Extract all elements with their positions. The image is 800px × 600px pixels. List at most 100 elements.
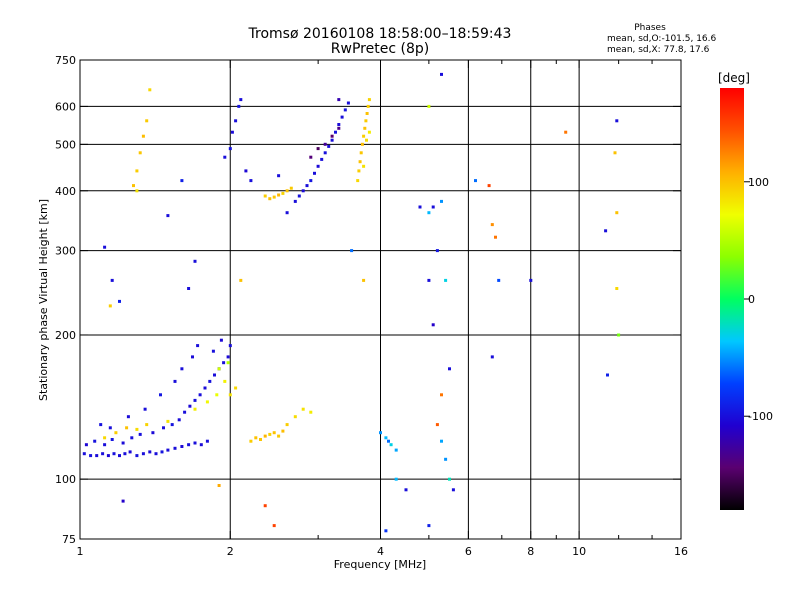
phases-stats-o: mean, sd,O:-101.5, 16.6 bbox=[607, 34, 717, 44]
data-point bbox=[237, 104, 241, 108]
data-point bbox=[228, 393, 232, 397]
data-point bbox=[180, 445, 184, 448]
data-point bbox=[494, 235, 497, 239]
data-point bbox=[448, 367, 451, 371]
data-point bbox=[277, 434, 281, 438]
data-point bbox=[617, 333, 621, 337]
data-point bbox=[418, 205, 422, 209]
x-tick-label: 2 bbox=[227, 545, 234, 558]
x-tick-label: 4 bbox=[377, 545, 384, 558]
data-point bbox=[228, 147, 232, 151]
data-point bbox=[193, 398, 197, 402]
data-point bbox=[173, 446, 177, 450]
data-point bbox=[223, 155, 227, 159]
data-point bbox=[188, 404, 192, 408]
data-point bbox=[118, 299, 121, 303]
data-point bbox=[316, 164, 320, 168]
data-point bbox=[367, 130, 371, 134]
data-point bbox=[281, 429, 285, 433]
data-point bbox=[228, 344, 232, 348]
data-point bbox=[173, 379, 177, 383]
data-point bbox=[615, 287, 619, 290]
data-point bbox=[431, 205, 435, 209]
x-tick-label: 16 bbox=[674, 545, 688, 558]
data-point bbox=[166, 214, 170, 218]
data-point bbox=[435, 423, 439, 427]
x-tick-label: 8 bbox=[527, 545, 534, 558]
data-point bbox=[103, 443, 107, 447]
chart-subtitle: RwPretec (8p) bbox=[331, 41, 429, 57]
data-point bbox=[301, 189, 305, 193]
y-tick-labels: 75 100 200 300 400 500 600 750 bbox=[55, 54, 76, 546]
colorbar-tick-label: -100 bbox=[748, 410, 773, 423]
data-point bbox=[427, 524, 431, 528]
data-point bbox=[285, 211, 289, 215]
data-point bbox=[244, 169, 248, 173]
data-point bbox=[226, 361, 230, 365]
data-point bbox=[346, 101, 350, 105]
data-point bbox=[440, 439, 443, 443]
data-point bbox=[259, 438, 262, 441]
axis-ticks bbox=[79, 59, 682, 540]
y-tick-label: 75 bbox=[62, 533, 76, 546]
data-point bbox=[95, 454, 99, 458]
data-point bbox=[440, 393, 443, 397]
x-tick-labels: 1 2 4 6 8 10 16 bbox=[77, 545, 689, 558]
data-point bbox=[108, 304, 112, 308]
data-point bbox=[277, 174, 281, 178]
data-point bbox=[490, 223, 494, 227]
data-point bbox=[118, 454, 121, 458]
data-point bbox=[444, 457, 448, 461]
data-point bbox=[106, 454, 110, 458]
data-point bbox=[272, 524, 276, 528]
data-point bbox=[123, 452, 127, 456]
grid-lines bbox=[80, 60, 681, 539]
data-point bbox=[141, 452, 145, 456]
data-point bbox=[148, 450, 152, 454]
data-point bbox=[223, 379, 227, 383]
data-point bbox=[448, 477, 451, 481]
data-point bbox=[389, 443, 393, 447]
data-point bbox=[364, 119, 368, 123]
data-point bbox=[125, 426, 129, 430]
data-point bbox=[337, 98, 341, 102]
x-tick-label: 6 bbox=[465, 545, 472, 558]
data-point bbox=[268, 197, 272, 201]
y-axis-label: Stationary phase Virtual Height [km] bbox=[37, 199, 50, 401]
data-point bbox=[615, 119, 619, 123]
data-point bbox=[320, 157, 324, 161]
data-point bbox=[440, 199, 443, 203]
data-point bbox=[84, 443, 88, 447]
data-point bbox=[529, 278, 533, 282]
data-point bbox=[277, 193, 281, 197]
data-point bbox=[82, 452, 86, 456]
data-point bbox=[431, 323, 435, 327]
data-point bbox=[219, 338, 223, 342]
data-point bbox=[323, 151, 327, 155]
data-point bbox=[199, 443, 203, 447]
chart-title: Tromsø 20160108 18:58:00–18:59:43 bbox=[248, 26, 512, 42]
data-point bbox=[177, 418, 181, 422]
data-point bbox=[196, 344, 200, 348]
data-point bbox=[135, 189, 139, 193]
data-point bbox=[99, 423, 103, 427]
x-tick-label: 1 bbox=[77, 545, 84, 558]
data-point bbox=[141, 134, 145, 138]
data-point bbox=[249, 439, 253, 443]
colorbar-label: [deg] bbox=[718, 71, 750, 85]
data-point bbox=[440, 72, 443, 76]
data-point bbox=[217, 484, 221, 487]
data-point bbox=[487, 184, 491, 188]
data-point bbox=[135, 169, 139, 173]
data-point bbox=[226, 355, 230, 359]
data-point bbox=[217, 367, 221, 371]
data-point bbox=[249, 179, 253, 183]
data-point bbox=[444, 278, 448, 282]
data-point bbox=[89, 454, 93, 458]
data-point bbox=[205, 439, 209, 443]
data-point bbox=[103, 245, 107, 249]
y-tick-label: 600 bbox=[55, 100, 76, 113]
data-point bbox=[121, 499, 125, 503]
data-point bbox=[114, 431, 118, 435]
data-point bbox=[365, 138, 368, 142]
